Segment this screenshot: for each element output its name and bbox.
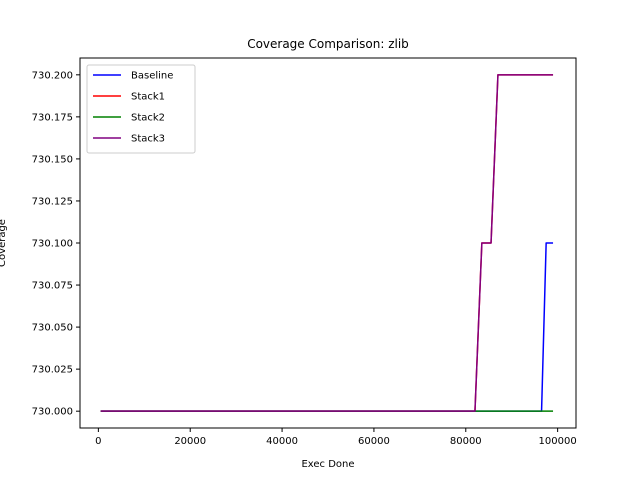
axis-ticks: 0 20000 40000 60000 80000 100000 730.000 730.02… [32, 70, 577, 447]
x-tick-label: 40000 [266, 436, 298, 447]
x-tick-label: 60000 [358, 436, 390, 447]
series-line-stack3 [100, 74, 554, 412]
x-tick-label: 20000 [174, 436, 206, 447]
legend-box [86, 64, 196, 154]
y-tick-label: 730.175 [32, 112, 73, 123]
y-tick-label: 730.150 [32, 154, 73, 165]
y-tick-label: 730.125 [32, 196, 73, 207]
y-tick-label: 730.000 [32, 407, 73, 418]
y-tick-label: 730.100 [32, 239, 73, 250]
legend-label-stack1: Stack1 [131, 92, 165, 103]
legend: Baseline Stack1 Stack2 Stack3 [86, 64, 196, 154]
y-tick-label: 730.075 [32, 281, 73, 292]
plot-frame [79, 57, 577, 429]
x-tick-label: 80000 [450, 436, 482, 447]
y-tick-label: 730.050 [32, 323, 73, 334]
legend-label-stack3: Stack3 [131, 134, 165, 145]
y-tick-label: 730.025 [32, 365, 73, 376]
legend-label-baseline: Baseline [131, 71, 173, 82]
y-tick-label: 730.200 [32, 70, 73, 81]
x-tick-label: 100000 [539, 436, 577, 447]
chart-title: Coverage Comparison: zlib [247, 37, 409, 51]
series-lines [100, 74, 554, 412]
y-axis-label: Coverage [0, 219, 8, 267]
x-axis-label: Exec Done [301, 459, 354, 470]
x-tick-label: 0 [95, 436, 101, 447]
legend-label-stack2: Stack2 [131, 113, 165, 124]
